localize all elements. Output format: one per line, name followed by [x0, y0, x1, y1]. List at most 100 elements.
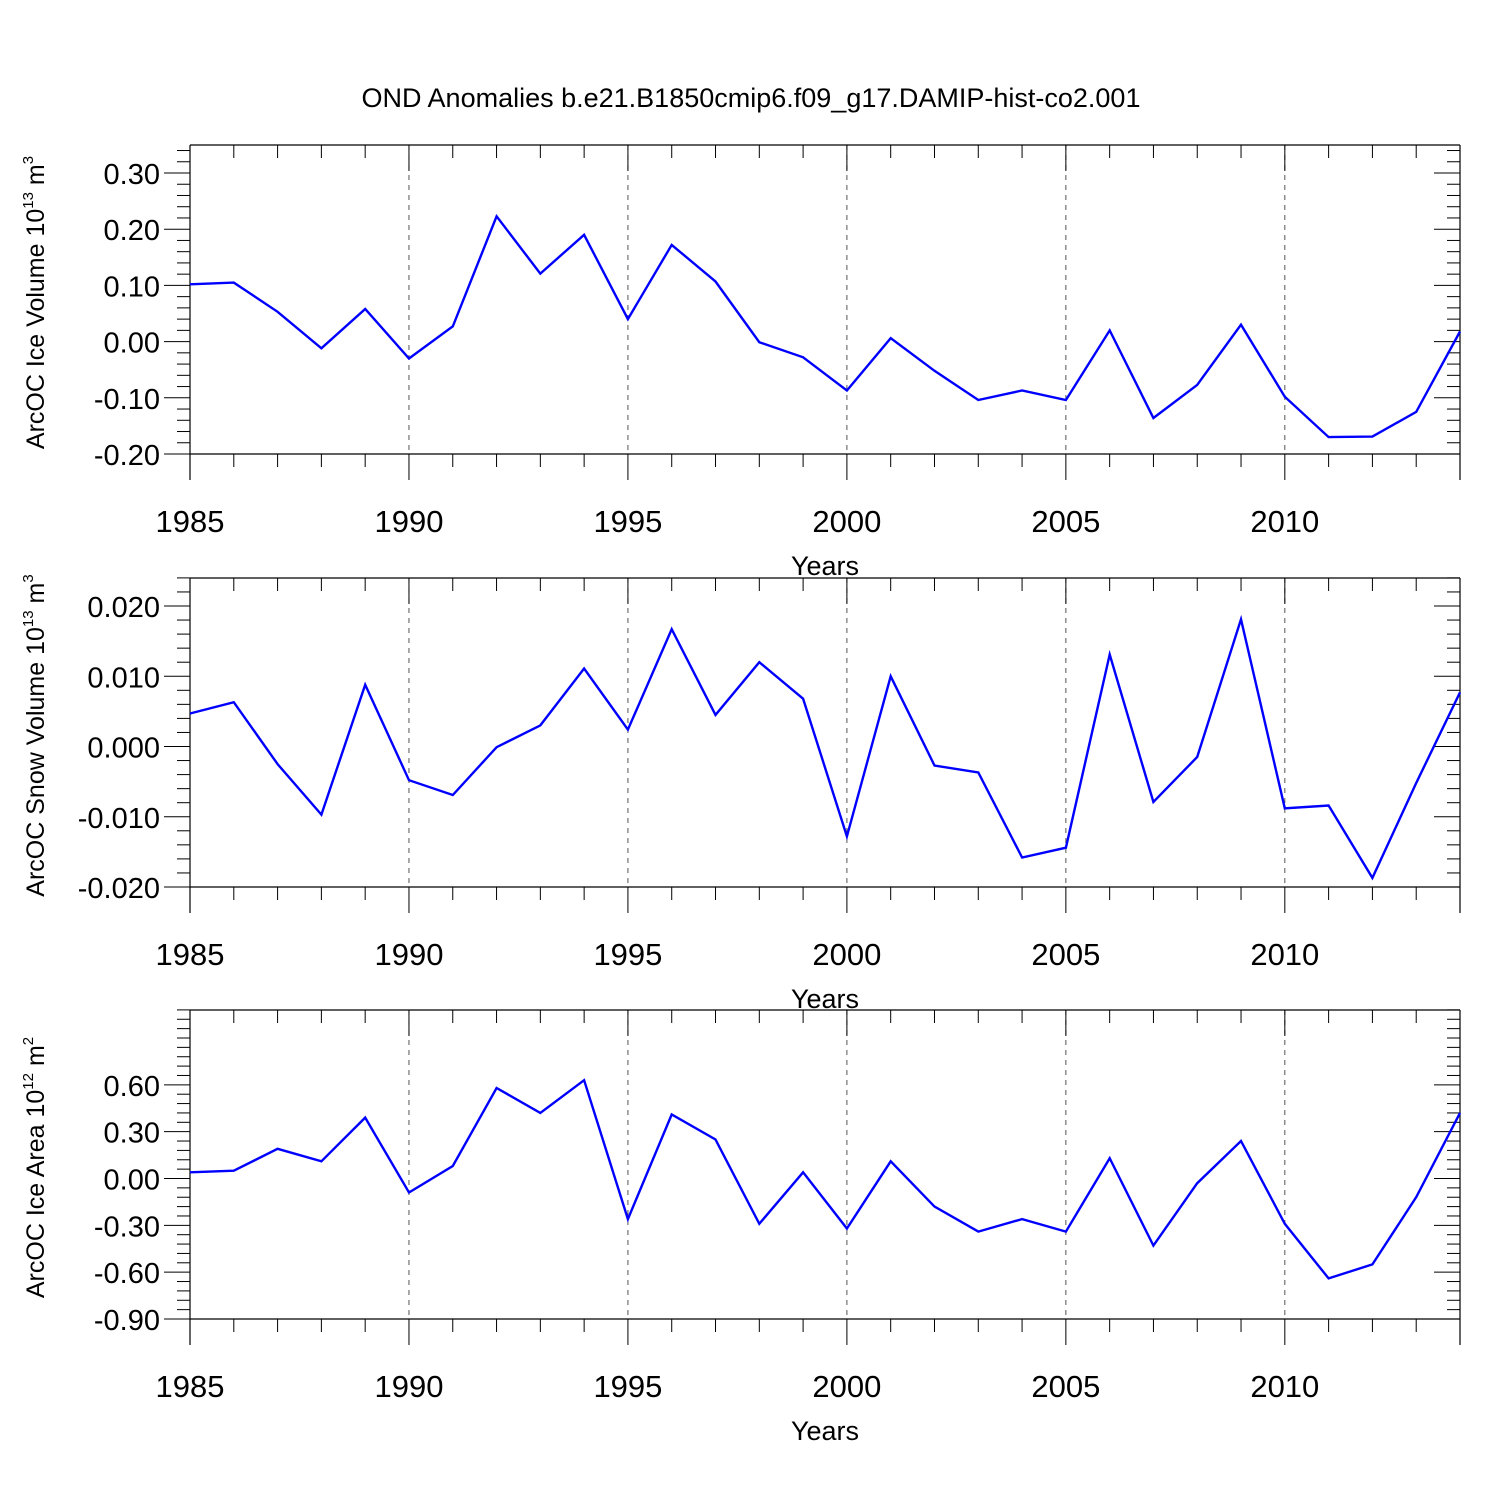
y-tick-label: -0.60	[94, 1258, 160, 1290]
data-point	[626, 728, 629, 731]
data-point	[189, 712, 192, 715]
y-tick-label: -0.30	[94, 1211, 160, 1243]
chart-panels: -0.20 -0.10 0.00 0.10 0.20 0.30 1985 1990 1995 20…	[20, 144, 1462, 1446]
data-point	[626, 318, 629, 321]
data-point	[1371, 435, 1374, 438]
y-tick-label: -0.020	[78, 873, 160, 905]
data-point	[364, 308, 367, 311]
data-point	[451, 793, 454, 796]
data-point	[1240, 618, 1243, 621]
data-point	[933, 764, 936, 767]
data-point	[320, 1160, 323, 1163]
data-point	[977, 771, 980, 774]
x-tick-label: 2000	[812, 937, 881, 972]
data-point	[407, 1191, 410, 1194]
data-point	[232, 701, 235, 704]
x-tick-label: 1990	[374, 937, 443, 972]
chart-panel-1: -0.20 -0.10 0.00 0.10 0.20 0.30 1985 1990 1995 20…	[20, 144, 1462, 581]
y-tick-label: 0.60	[104, 1071, 160, 1103]
data-point	[1021, 1218, 1024, 1221]
data-point	[407, 357, 410, 360]
data-point	[232, 1169, 235, 1172]
data-point	[1108, 329, 1111, 332]
data-point	[889, 1160, 892, 1163]
x-tick-label: 1985	[156, 1369, 225, 1404]
data-point	[583, 1079, 586, 1082]
data-point	[758, 661, 761, 664]
data-point	[1327, 436, 1330, 439]
data-point	[1327, 1277, 1330, 1280]
data-point	[1240, 323, 1243, 326]
data-point	[583, 233, 586, 236]
x-tick-label: 2005	[1031, 504, 1100, 539]
data-point	[495, 215, 498, 218]
x-tick-label: 2005	[1031, 937, 1100, 972]
data-point	[189, 1171, 192, 1174]
data-point	[364, 1116, 367, 1119]
data-point	[232, 281, 235, 284]
y-tick-label: -0.010	[78, 803, 160, 835]
y-axis-label: ArcOC Snow Volume 1013 m3	[20, 574, 50, 896]
y-tick-label: -0.20	[94, 440, 160, 472]
series-line	[189, 1078, 1462, 1280]
data-point	[758, 341, 761, 344]
data-point	[1371, 876, 1374, 879]
data-point	[320, 347, 323, 350]
y-tick-label: 0.00	[104, 1165, 160, 1197]
data-point	[1240, 1140, 1243, 1143]
data-point	[320, 813, 323, 816]
data-point	[539, 724, 542, 727]
series-line	[189, 213, 1462, 439]
data-point	[1459, 691, 1462, 694]
data-point	[1459, 330, 1462, 333]
data-point	[539, 1111, 542, 1114]
data-point	[1064, 1230, 1067, 1233]
data-point	[451, 1165, 454, 1168]
data-point	[714, 1138, 717, 1141]
data-point	[802, 697, 805, 700]
data-point	[1371, 1263, 1374, 1266]
y-tick-label: 0.010	[87, 662, 160, 694]
data-point	[889, 675, 892, 678]
y-axis-label: ArcOC Ice Area 1012 m2	[20, 1037, 50, 1298]
x-tick-label: 2010	[1250, 1369, 1319, 1404]
chart-title: OND Anomalies b.e21.B1850cmip6.f09_g17.D…	[362, 83, 1141, 113]
data-point	[1152, 417, 1155, 420]
data-point	[276, 763, 279, 766]
data-point	[495, 1086, 498, 1089]
x-tick-label: 2005	[1031, 1369, 1100, 1404]
data-point	[626, 1218, 629, 1221]
data-point	[1196, 383, 1199, 386]
data-point	[1415, 782, 1418, 785]
data-point	[977, 1230, 980, 1233]
x-axis-label: Years	[791, 1416, 859, 1446]
data-point	[276, 310, 279, 313]
data-point	[1327, 804, 1330, 807]
data-point	[933, 1205, 936, 1208]
data-point	[802, 1171, 805, 1174]
y-tick-label: 0.30	[104, 159, 160, 191]
data-point	[539, 272, 542, 275]
y-tick-label: 0.10	[104, 271, 160, 303]
data-point	[1064, 399, 1067, 402]
data-point	[1283, 1222, 1286, 1225]
y-tick-label: -0.90	[94, 1305, 160, 1337]
x-tick-label: 2000	[812, 1369, 881, 1404]
data-point	[1283, 395, 1286, 398]
data-point	[845, 389, 848, 392]
chart-panel-3: -0.90 -0.60 -0.30 0.00 0.30 0.60 1985 1990 1995 2…	[20, 1009, 1462, 1446]
data-point	[758, 1222, 761, 1225]
data-point	[276, 1147, 279, 1150]
series-line	[189, 614, 1462, 881]
x-tick-label: 1990	[374, 1369, 443, 1404]
data-point	[451, 325, 454, 328]
data-point	[1415, 1196, 1418, 1199]
data-point	[1152, 1244, 1155, 1247]
data-point	[495, 746, 498, 749]
data-point	[670, 628, 673, 631]
data-point	[1196, 1182, 1199, 1185]
x-tick-label: 1995	[593, 937, 662, 972]
x-axis-label: Years	[791, 984, 859, 1014]
data-point	[977, 399, 980, 402]
y-axis-label: ArcOC Ice Volume 1013 m3	[20, 156, 50, 449]
